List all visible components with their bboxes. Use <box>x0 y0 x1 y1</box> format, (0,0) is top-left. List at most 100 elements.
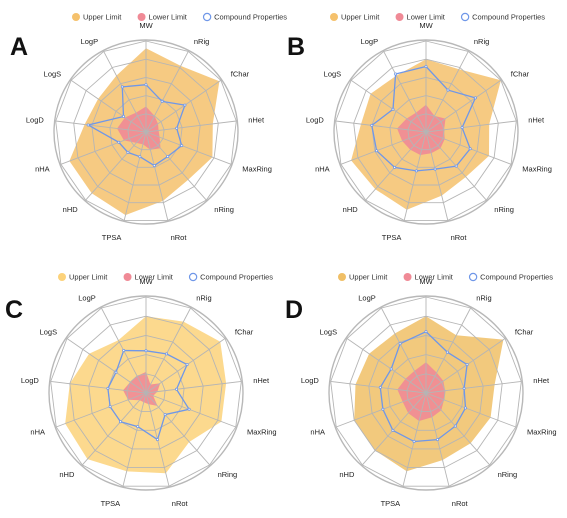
data-point-nrot <box>152 164 156 168</box>
legend-label-compound-properties: Compound Properties <box>200 273 273 282</box>
axis-label-logp: LogP <box>81 37 99 46</box>
grid-spoke <box>361 392 427 466</box>
grid-spoke <box>145 51 189 133</box>
data-point-fchar <box>183 103 187 107</box>
legend-marker-upper-limit <box>58 273 66 281</box>
axis-label-nhet: nHet <box>253 376 270 385</box>
grid-spoke <box>425 51 469 133</box>
radar-panel-d: D Upper Limit Lower Limit Compound Properti… <box>285 273 557 508</box>
axis-label-logs: LogS <box>40 328 58 337</box>
data-point-logp <box>122 348 126 352</box>
legend-label-compound-properties: Compound Properties <box>480 273 553 282</box>
axis-label-logp: LogP <box>78 293 96 302</box>
data-point-nrot <box>435 438 439 442</box>
grid-spoke <box>50 380 147 394</box>
data-point-tpsa <box>138 155 142 159</box>
data-point-mw <box>144 349 148 353</box>
data-point-logd <box>86 123 90 127</box>
grid-spoke <box>123 131 147 221</box>
axis-label-tpsa: TPSA <box>101 499 121 508</box>
data-point-nhet <box>174 387 178 391</box>
panel-letter: B <box>287 33 305 61</box>
grid-spoke <box>145 338 226 394</box>
grid-ring <box>50 296 242 487</box>
grid-ring <box>107 354 185 431</box>
axis-label-logd: LogD <box>21 376 40 385</box>
legend-label-upper-limit: Upper Limit <box>83 13 122 22</box>
grid-spoke <box>66 338 147 394</box>
axis-label-nha: nHA <box>35 165 50 174</box>
legend: Upper Limit Lower Limit Compound Propertie… <box>338 273 553 282</box>
grid-spoke <box>145 392 236 428</box>
data-point-mw <box>424 330 428 334</box>
data-point-nhd <box>119 420 123 424</box>
axis-label-nhd: nHD <box>63 205 79 214</box>
grid-ring <box>55 40 237 221</box>
axis-label-nrot: nRot <box>172 499 189 508</box>
grid-spoke <box>85 131 147 201</box>
data-point-maxring <box>187 407 191 411</box>
grid-spoke <box>425 131 512 165</box>
data-point-fchar <box>185 363 189 367</box>
grid-spoke <box>145 131 169 221</box>
grid-spoke <box>425 392 491 466</box>
axis-label-nha: nHA <box>315 165 330 174</box>
grid-spoke <box>402 392 427 487</box>
grid-spoke <box>425 131 449 221</box>
legend: Upper Limit Lower Limit Compound Propertie… <box>330 13 545 22</box>
axis-label-nhd: nHD <box>59 470 75 479</box>
legend-label-lower-limit: Lower Limit <box>135 273 174 282</box>
axis-label-nrot: nRot <box>452 499 469 508</box>
axis-label-logp: LogP <box>361 37 379 46</box>
grid-spoke <box>60 131 147 165</box>
axis-label-logs: LogS <box>44 70 62 79</box>
grid-spoke <box>330 380 427 394</box>
grid-spoke <box>336 392 427 428</box>
panel-letter: C <box>5 296 23 324</box>
grid-ring <box>335 40 517 221</box>
grid-spoke <box>145 131 207 201</box>
grid-ring <box>69 315 223 469</box>
axis-label-nhet: nHet <box>528 116 545 125</box>
data-point-logd <box>370 123 374 127</box>
legend-marker-lower-limit <box>137 13 146 21</box>
legend: Upper Limit Lower Limit Compound Propertie… <box>72 13 287 22</box>
data-point-nha <box>108 405 112 409</box>
axis-label-nring: nRing <box>498 470 518 479</box>
data-point-logd <box>106 386 110 390</box>
axis-label-tpsa: TPSA <box>381 499 401 508</box>
axis-label-nhet: nHet <box>533 376 550 385</box>
axis-label-logd: LogD <box>306 116 325 125</box>
grid-spoke <box>425 120 517 133</box>
grid-spoke <box>403 131 427 221</box>
grid-spoke <box>55 120 147 133</box>
data-point-nring <box>166 154 170 158</box>
data-point-logp <box>398 342 402 346</box>
data-point-nrot <box>155 438 159 442</box>
legend-label-lower-limit: Lower Limit <box>149 13 188 22</box>
data-point-logd <box>378 385 382 389</box>
axis-label-logd: LogD <box>301 376 320 385</box>
grid-ring <box>368 334 484 450</box>
grid-spoke <box>346 338 427 394</box>
data-point-nhet <box>460 126 464 130</box>
legend-marker-upper-limit <box>72 13 80 21</box>
series-line-compound-properties <box>107 349 191 441</box>
axis-label-nring: nRing <box>494 205 514 214</box>
grid-spoke <box>145 120 237 133</box>
data-point-mw <box>144 83 148 87</box>
axis-label-tpsa: TPSA <box>382 233 402 242</box>
data-point-nring <box>453 424 457 428</box>
grid-spoke <box>365 131 427 201</box>
legend-marker-lower-limit <box>395 13 404 21</box>
data-point-tpsa <box>414 169 418 173</box>
data-point-logs <box>391 107 395 111</box>
grid-spoke <box>103 51 147 133</box>
legend-label-upper-limit: Upper Limit <box>349 273 388 282</box>
axis-label-mw: MW <box>139 21 153 30</box>
legend: Upper Limit Lower Limit Compound Propertie… <box>58 273 273 282</box>
data-point-logp <box>120 85 124 89</box>
grid-ring <box>406 373 446 413</box>
grid-ring <box>389 95 463 168</box>
grid-spoke <box>381 307 427 394</box>
